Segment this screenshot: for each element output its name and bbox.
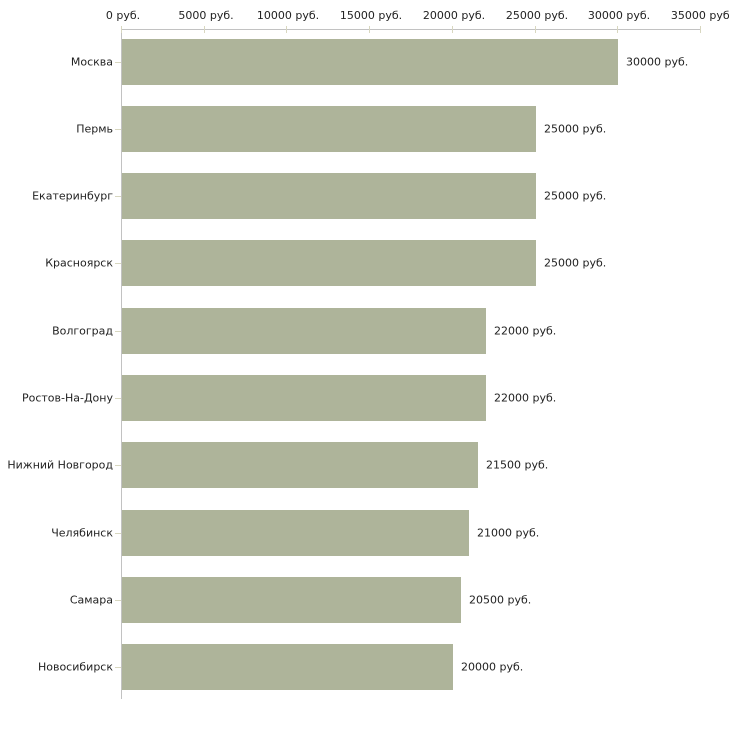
- x-axis-tick-label: 15000 руб.: [339, 9, 403, 22]
- x-axis-tick: [286, 26, 287, 33]
- x-axis-tick: [204, 26, 205, 33]
- category-label: Новосибирск: [37, 660, 113, 674]
- category-tick: [115, 600, 121, 601]
- category-label: Волгоград: [52, 324, 113, 338]
- category-label: Ростов-На-Дону: [21, 391, 113, 405]
- category-label: Самара: [69, 593, 113, 607]
- bar: [122, 442, 478, 488]
- category-tick: [115, 398, 121, 399]
- x-axis-tick-label: 25000 руб.: [505, 9, 569, 22]
- x-axis-tick-label: 5000 руб.: [178, 9, 234, 22]
- bar-value-label: 25000 руб.: [544, 189, 607, 203]
- category-label: Пермь: [76, 122, 113, 136]
- bar: [122, 39, 618, 85]
- bar: [122, 308, 486, 354]
- x-axis-tick: [369, 26, 370, 33]
- x-axis-tick-label: 35000 руб.: [670, 9, 730, 22]
- bar-value-label: 21500 руб.: [486, 458, 549, 472]
- category-label: Челябинск: [51, 526, 113, 540]
- category-label: Нижний Новгород: [7, 458, 113, 472]
- x-axis-tick-label: 30000 руб.: [587, 9, 651, 22]
- x-axis-tick: [452, 26, 453, 33]
- bar-value-label: 30000 руб.: [626, 55, 689, 69]
- x-axis-tick-label: 20000 руб.: [422, 9, 486, 22]
- x-axis-line: [121, 29, 700, 30]
- bar-value-label: 22000 руб.: [494, 324, 557, 338]
- x-axis-tick: [617, 26, 618, 33]
- category-tick: [115, 263, 121, 264]
- category-label: Красноярск: [45, 256, 113, 270]
- category-tick: [115, 62, 121, 63]
- category-tick: [115, 196, 121, 197]
- x-axis-tick: [700, 26, 701, 33]
- category-label: Москва: [70, 55, 113, 69]
- bar-value-label: 20000 руб.: [461, 660, 524, 674]
- bar-value-label: 22000 руб.: [494, 391, 557, 405]
- bar-value-label: 25000 руб.: [544, 122, 607, 136]
- bar: [122, 375, 486, 421]
- bar: [122, 240, 536, 286]
- category-tick: [115, 667, 121, 668]
- x-axis-tick-label: 0 руб.: [105, 9, 141, 22]
- bar-value-label: 20500 руб.: [469, 593, 532, 607]
- bar: [122, 106, 536, 152]
- bar: [122, 510, 469, 556]
- category-tick: [115, 465, 121, 466]
- category-tick: [115, 533, 121, 534]
- category-tick: [115, 129, 121, 130]
- category-label: Екатеринбург: [32, 189, 113, 203]
- bar-value-label: 25000 руб.: [544, 256, 607, 270]
- bar: [122, 577, 461, 623]
- x-axis-tick: [535, 26, 536, 33]
- category-tick: [115, 331, 121, 332]
- bar: [122, 173, 536, 219]
- y-axis-line: [121, 29, 122, 699]
- x-axis-tick-label: 10000 руб.: [256, 9, 320, 22]
- x-axis-tick: [121, 26, 122, 33]
- bar: [122, 644, 453, 690]
- bar-value-label: 21000 руб.: [477, 526, 540, 540]
